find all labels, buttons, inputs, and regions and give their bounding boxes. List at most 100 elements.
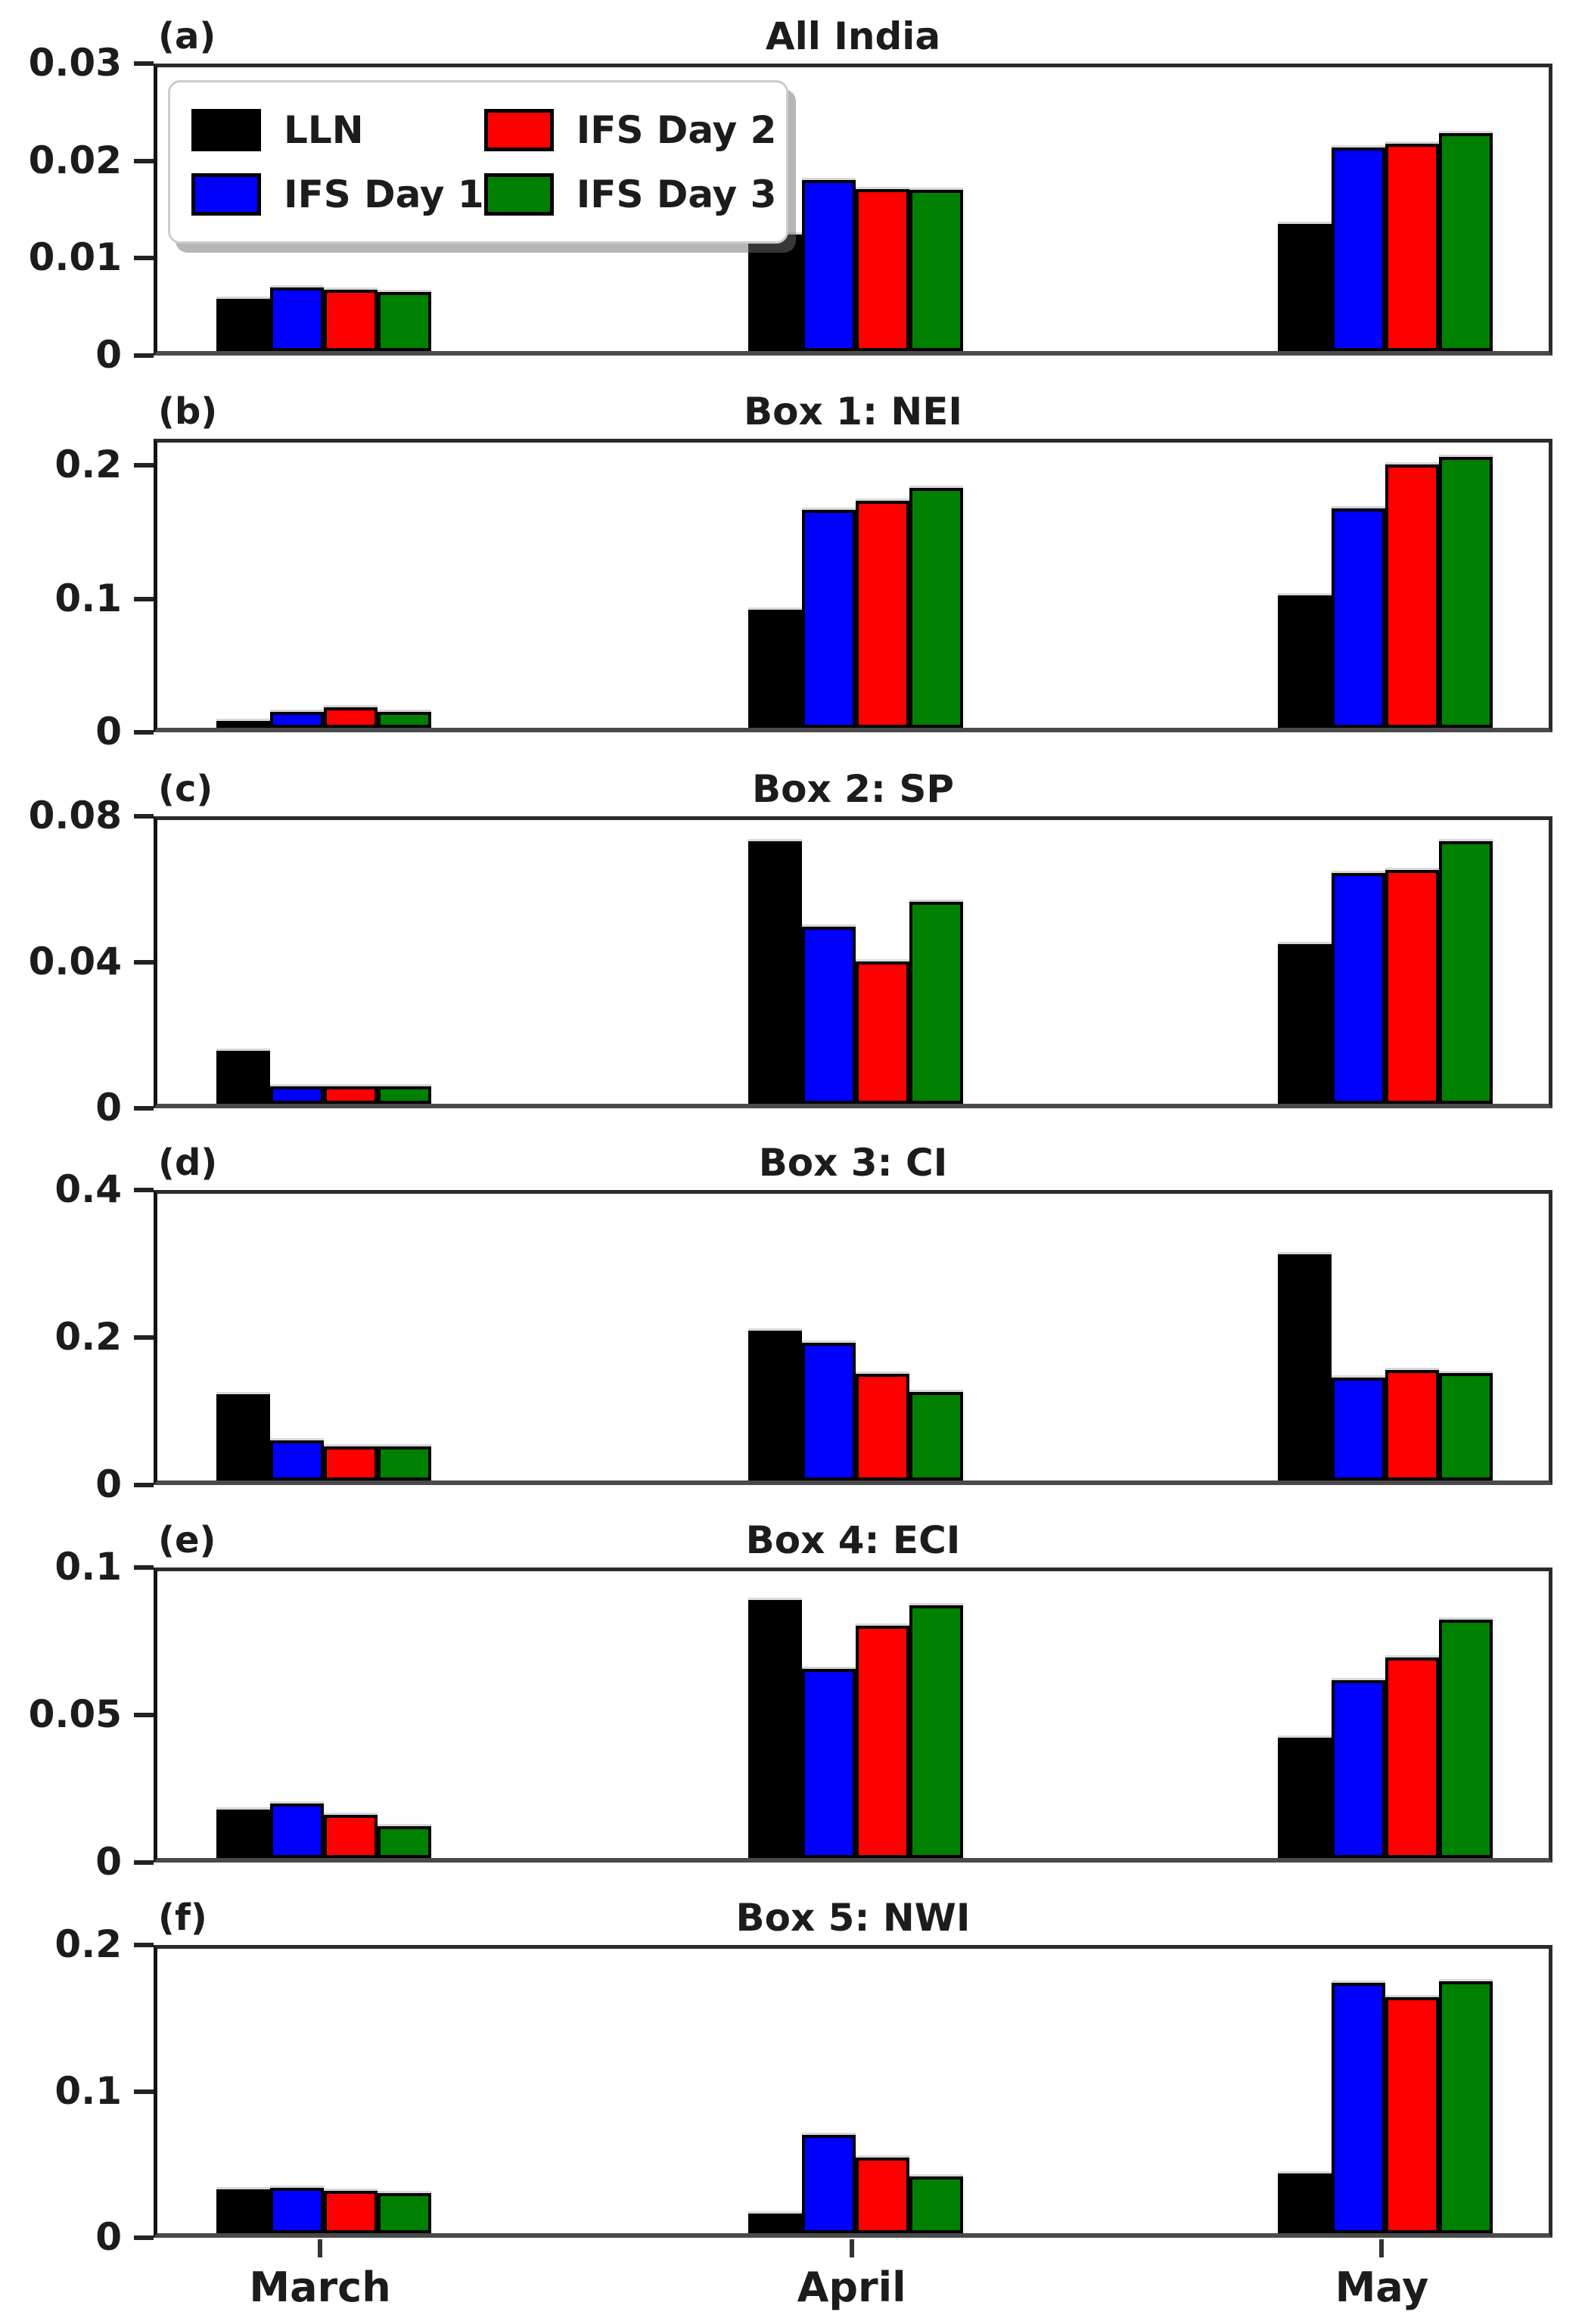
bar-ifs-day-3-may-box-4-eci xyxy=(1439,1620,1493,1858)
y-tick-mark-box-1-nei xyxy=(134,730,154,735)
y-tick-label-box-4-eci: 0.05 xyxy=(28,1692,122,1736)
panel-letter-box-3-ci: (d) xyxy=(158,1142,218,1184)
bar-ifs-day-3-may-box-1-nei xyxy=(1439,457,1493,728)
bar-lln-april-box-2-sp xyxy=(748,841,802,1104)
y-tick-label-box-2-sp: 0 xyxy=(95,1086,122,1129)
y-tick-mark-box-1-nei xyxy=(134,596,154,601)
y-tick-label-box-1-nei: 0.2 xyxy=(54,443,122,487)
x-tick-label-march: March xyxy=(249,2263,391,2311)
y-tick-label-box-3-ci: 0.4 xyxy=(54,1167,122,1211)
bar-lln-march-box-3-ci xyxy=(216,1394,270,1480)
bar-ifs-day-2-march-box-5-nwi xyxy=(324,2191,378,2233)
bar-lln-may-box-1-nei xyxy=(1278,595,1332,728)
y-tick-mark-box-5-nwi xyxy=(134,1943,154,1947)
bar-ifs-day-1-march-box-5-nwi xyxy=(270,2188,324,2233)
panel-title-box-3-ci: Box 3: CI xyxy=(758,1141,948,1185)
x-tick-label-april: April xyxy=(797,2263,906,2311)
x-tick-mark-may xyxy=(1379,2239,1385,2257)
legend-swatch-ifs-day-2 xyxy=(483,108,554,151)
bar-ifs-day-3-april-box-4-eci xyxy=(909,1605,963,1858)
y-tick-mark-box-3-ci xyxy=(134,1188,154,1192)
x-tick-mark-march xyxy=(318,2239,323,2257)
bar-lln-may-box-3-ci xyxy=(1278,1254,1332,1480)
y-tick-mark-box-2-sp xyxy=(134,814,154,819)
bar-ifs-day-2-march-all-india xyxy=(324,290,378,351)
bar-ifs-day-3-april-box-5-nwi xyxy=(909,2176,963,2233)
y-tick-mark-box-2-sp xyxy=(134,960,154,965)
bar-ifs-day-3-march-box-3-ci xyxy=(378,1446,431,1480)
legend: LLN IFS Day 2 IFS Day 1 IFS Day 3 xyxy=(168,80,788,244)
y-tick-mark-box-4-eci xyxy=(134,1565,154,1570)
plot-area-box-3-ci xyxy=(154,1190,1552,1485)
bar-ifs-day-3-april-box-3-ci xyxy=(909,1392,963,1480)
bar-lln-may-box-2-sp xyxy=(1278,944,1332,1104)
plot-area-box-4-eci xyxy=(154,1567,1552,1863)
bar-lln-may-all-india xyxy=(1278,224,1332,351)
panel-letter-box-5-nwi: (f) xyxy=(158,1897,207,1939)
y-tick-mark-all-india xyxy=(134,61,154,66)
y-tick-mark-all-india xyxy=(134,158,154,163)
bar-ifs-day-3-april-box-2-sp xyxy=(909,902,963,1104)
plot-area-box-1-nei xyxy=(154,439,1552,732)
bar-lln-april-box-5-nwi xyxy=(748,2214,802,2233)
y-tick-label-box-4-eci: 0.1 xyxy=(54,1545,122,1589)
y-tick-mark-box-1-nei xyxy=(134,463,154,468)
bar-ifs-day-2-may-box-5-nwi xyxy=(1385,1997,1439,2233)
panel-letter-box-4-eci: (e) xyxy=(158,1519,216,1561)
bar-ifs-day-2-april-box-3-ci xyxy=(856,1374,909,1480)
x-tick-label-may: May xyxy=(1335,2263,1429,2311)
bar-lln-april-all-india xyxy=(748,235,802,351)
y-tick-label-all-india: 0.03 xyxy=(28,41,122,85)
y-tick-label-box-2-sp: 0.04 xyxy=(28,940,122,983)
y-tick-label-all-india: 0.01 xyxy=(28,235,122,280)
bar-ifs-day-2-april-box-4-eci xyxy=(856,1626,909,1858)
bar-lln-may-box-5-nwi xyxy=(1278,2173,1332,2233)
plot-area-box-5-nwi xyxy=(154,1945,1552,2238)
plot-area-box-2-sp xyxy=(154,816,1552,1108)
y-tick-label-box-3-ci: 0 xyxy=(95,1462,122,1506)
legend-swatch-lln xyxy=(191,108,261,151)
bar-ifs-day-1-april-box-5-nwi xyxy=(802,2135,856,2233)
bar-ifs-day-1-may-box-4-eci xyxy=(1332,1680,1385,1858)
legend-entry-ifs-day-1: IFS Day 1 xyxy=(191,162,484,226)
bar-ifs-day-3-march-box-2-sp xyxy=(378,1086,431,1104)
y-tick-label-box-1-nei: 0.1 xyxy=(54,576,122,620)
legend-label-ifs-day-2: IFS Day 2 xyxy=(576,107,777,152)
y-tick-mark-box-2-sp xyxy=(134,1106,154,1111)
panel-letter-box-1-nei: (b) xyxy=(158,390,218,433)
bar-ifs-day-3-may-box-3-ci xyxy=(1439,1373,1493,1480)
y-tick-mark-box-4-eci xyxy=(134,1713,154,1717)
y-tick-label-all-india: 0.02 xyxy=(28,138,122,182)
bar-ifs-day-1-april-box-3-ci xyxy=(802,1343,856,1480)
legend-label-lln: LLN xyxy=(284,107,364,152)
panel-letter-box-2-sp: (c) xyxy=(158,768,213,810)
bar-ifs-day-3-march-box-5-nwi xyxy=(378,2193,431,2233)
bar-ifs-day-2-april-box-2-sp xyxy=(856,962,909,1104)
bar-ifs-day-1-march-box-4-eci xyxy=(270,1804,324,1858)
bar-lln-march-box-1-nei xyxy=(216,721,270,728)
bar-ifs-day-1-april-box-1-nei xyxy=(802,510,856,728)
bar-ifs-day-1-may-box-5-nwi xyxy=(1332,1983,1385,2233)
legend-swatch-ifs-day-1 xyxy=(191,172,261,216)
bar-ifs-day-2-march-box-2-sp xyxy=(324,1086,378,1104)
bar-ifs-day-1-march-all-india xyxy=(270,287,324,351)
bar-ifs-day-1-april-box-2-sp xyxy=(802,927,856,1104)
x-tick-mark-april xyxy=(849,2239,854,2257)
bar-lln-march-box-2-sp xyxy=(216,1051,270,1104)
bar-ifs-day-3-march-box-4-eci xyxy=(378,1826,431,1858)
y-tick-mark-box-4-eci xyxy=(134,1860,154,1865)
bar-lln-april-box-3-ci xyxy=(748,1331,802,1480)
bar-ifs-day-2-april-all-india xyxy=(856,189,909,351)
panel-title-box-2-sp: Box 2: SP xyxy=(752,767,954,811)
bar-ifs-day-3-april-box-1-nei xyxy=(909,488,963,728)
legend-label-ifs-day-3: IFS Day 3 xyxy=(576,172,777,216)
bar-ifs-day-1-march-box-3-ci xyxy=(270,1440,324,1480)
y-tick-mark-all-india xyxy=(134,353,154,358)
panel-title-box-1-nei: Box 1: NEI xyxy=(744,390,962,433)
y-tick-mark-all-india xyxy=(134,256,154,261)
bar-ifs-day-1-may-all-india xyxy=(1332,148,1385,351)
bar-ifs-day-2-march-box-1-nei xyxy=(324,707,378,728)
panel-title-box-4-eci: Box 4: ECI xyxy=(745,1518,961,1562)
legend-swatch-ifs-day-3 xyxy=(483,172,554,216)
